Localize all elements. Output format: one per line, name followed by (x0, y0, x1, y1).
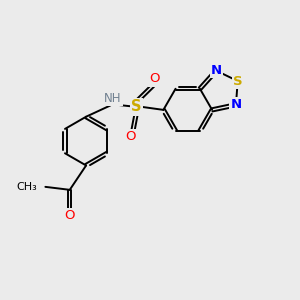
Text: N: N (230, 98, 242, 111)
Text: S: S (131, 99, 142, 114)
Text: O: O (125, 130, 135, 143)
Text: CH₃: CH₃ (16, 182, 37, 192)
Text: N: N (211, 64, 222, 77)
Text: O: O (64, 209, 75, 222)
Text: S: S (233, 74, 242, 88)
Text: O: O (149, 73, 160, 85)
Text: NH: NH (104, 92, 122, 105)
